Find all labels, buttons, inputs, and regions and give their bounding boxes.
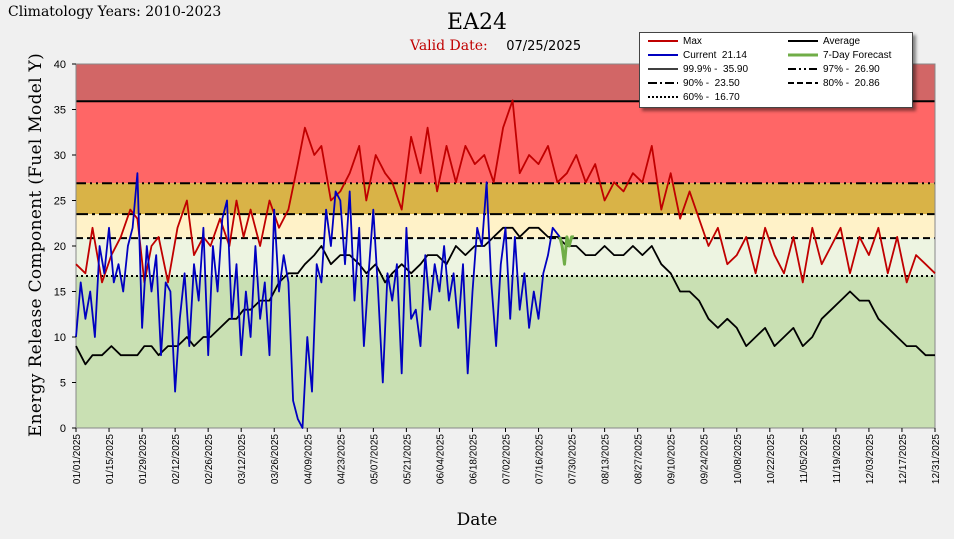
x-axis: 01/01/2025 01/15/2025 01/29/2025 02/12/2025…: [72, 428, 942, 484]
legend-forecast: 7-Day Forecast: [788, 48, 891, 62]
valid-date-value: 07/25/2025: [506, 39, 582, 54]
legend-p90-label: 90% - 23.50: [683, 77, 740, 89]
y-tick-label: 20: [54, 241, 66, 253]
legend-current-label: Current 21.14: [683, 49, 747, 61]
legend-p80-label: 80% - 20.86: [823, 77, 880, 89]
legend-p80: 80% - 20.86: [788, 76, 880, 90]
band-below-60: [76, 276, 935, 428]
x-tick-label: 06/18/2025: [468, 434, 479, 484]
x-tick-label: 10/22/2025: [766, 434, 777, 484]
series-line-7-day-forecast: [558, 235, 574, 266]
x-tick-label: 08/13/2025: [601, 434, 612, 484]
valid-date-label: Valid Date:: [410, 38, 488, 54]
x-tick-label: 09/10/2025: [667, 434, 678, 484]
legend: Max Average Current 21.14 7-Day Forecast…: [639, 32, 913, 108]
y-tick-label: 10: [54, 332, 66, 344]
legend-p97: 97% - 26.90: [788, 62, 880, 76]
x-tick-label: 05/21/2025: [402, 434, 413, 484]
series-line-max: [75, 99, 936, 284]
x-tick-label: 07/30/2025: [568, 434, 579, 484]
x-tick-label: 03/26/2025: [270, 434, 281, 484]
legend-p999-label: 99.9% - 35.90: [683, 63, 749, 75]
x-tick-label: 09/24/2025: [700, 434, 711, 484]
x-tick-label: 06/04/2025: [435, 434, 446, 484]
x-tick-label: 03/12/2025: [237, 434, 248, 484]
chart-title: EA24: [447, 10, 507, 35]
y-tick-label: 5: [60, 378, 66, 390]
legend-p90: 90% - 23.50: [648, 76, 740, 90]
legend-max: Max: [648, 34, 702, 48]
x-tick-label: 01/29/2025: [138, 434, 149, 484]
x-axis-label: Date: [456, 510, 498, 530]
legend-p97-label: 97% - 26.90: [823, 63, 880, 75]
x-tick-label: 02/12/2025: [171, 434, 182, 484]
x-tick-label: 12/17/2025: [898, 434, 909, 484]
x-tick-label: 11/19/2025: [832, 434, 843, 484]
percentile-bands: [76, 64, 935, 428]
climatology-years: Climatology Years: 2010-2023: [8, 4, 222, 20]
band-97-999: [76, 101, 935, 184]
y-tick-label: 25: [54, 196, 66, 208]
x-tick-label: 01/01/2025: [72, 434, 83, 484]
legend-average-label: Average: [823, 35, 861, 47]
x-tick-label: 07/02/2025: [502, 434, 513, 484]
legend-current: Current 21.14: [648, 48, 747, 62]
y-axis: 0 5 10 15 20 25 30 35 40: [54, 59, 76, 435]
legend-p60: 60% - 16.70: [648, 90, 740, 104]
legend-max-label: Max: [683, 35, 702, 47]
legend-average: Average: [788, 34, 860, 48]
x-tick-label: 12/03/2025: [865, 434, 876, 484]
band-90-97: [76, 183, 935, 215]
series-lines: [75, 99, 936, 429]
legend-p60-label: 60% - 16.70: [683, 91, 740, 103]
y-tick-label: 0: [60, 423, 66, 435]
y-tick-label: 15: [54, 287, 66, 299]
x-tick-label: 04/23/2025: [336, 434, 347, 484]
y-tick-label: 35: [54, 105, 66, 117]
x-tick-label: 11/05/2025: [799, 434, 810, 484]
y-axis-label: Energy Release Component (Fuel Model Y): [26, 52, 46, 438]
x-tick-label: 07/16/2025: [535, 434, 546, 484]
x-tick-label: 12/31/2025: [931, 434, 942, 484]
y-tick-label: 30: [54, 150, 66, 162]
x-tick-label: 02/26/2025: [204, 434, 215, 484]
series-line-current: [75, 172, 561, 429]
valid-date: Valid Date: 07/25/2025: [410, 38, 581, 54]
x-tick-label: 01/15/2025: [105, 434, 116, 484]
x-tick-label: 04/09/2025: [303, 434, 314, 484]
x-tick-label: 08/27/2025: [634, 434, 645, 484]
x-tick-label: 10/08/2025: [733, 434, 744, 484]
y-tick-label: 40: [54, 59, 66, 71]
legend-p999: 99.9% - 35.90: [648, 62, 748, 76]
legend-forecast-label: 7-Day Forecast: [823, 49, 892, 61]
x-tick-label: 05/07/2025: [369, 434, 380, 484]
